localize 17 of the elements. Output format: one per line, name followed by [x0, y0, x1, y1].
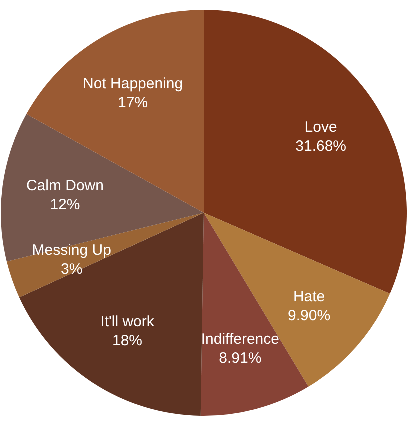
slice-label: Love: [304, 119, 338, 136]
slice-label: It'll work: [100, 313, 155, 330]
slice-label: Calm Down: [26, 177, 104, 194]
data-label: 18%: [112, 332, 143, 350]
data-label: 17%: [118, 94, 148, 112]
data-label: 31.68%: [296, 138, 347, 156]
slice-label: Indifference: [201, 331, 280, 348]
data-label: 8.91%: [219, 350, 262, 368]
slice-label: Messing Up: [32, 242, 112, 260]
data-label: 9.90%: [288, 307, 331, 324]
pie-slice: [1, 114, 204, 262]
data-label: 3%: [60, 261, 83, 278]
slice-label: Not Happening: [83, 75, 184, 92]
data-label: 12%: [50, 196, 80, 214]
pie-slice: [204, 213, 390, 387]
slice-label: Hate: [293, 288, 326, 306]
pie-slice: [19, 213, 204, 416]
